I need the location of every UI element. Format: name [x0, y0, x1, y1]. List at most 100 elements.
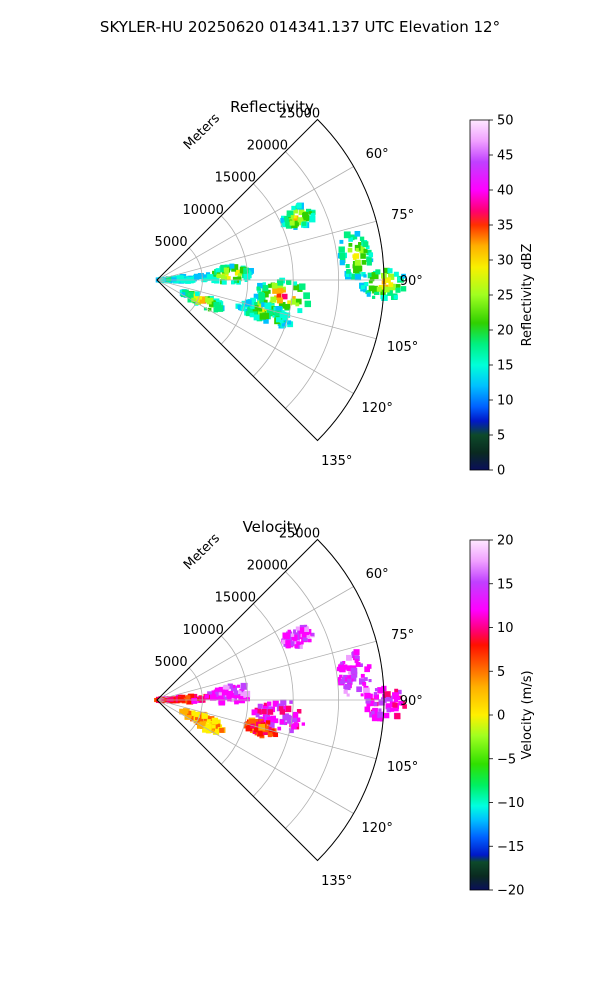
- echo-pixel: [275, 283, 282, 290]
- echo-pixel: [254, 707, 262, 715]
- echo-pixel: [268, 728, 275, 735]
- echo-pixel: [347, 675, 351, 679]
- echo-pixel: [358, 242, 362, 246]
- colorbar-tick-label: 25: [497, 289, 514, 304]
- echo-pixel: [226, 690, 234, 698]
- echo-pixel: [210, 729, 215, 733]
- echo-pixel: [286, 643, 291, 649]
- echo-pixel: [216, 273, 222, 279]
- echo-pixel: [281, 322, 287, 327]
- echo-pixel: [245, 310, 252, 317]
- echo-pixel: [285, 222, 290, 227]
- echo-pixel: [206, 297, 214, 305]
- echo-pixel: [364, 282, 369, 287]
- echo-pixel: [234, 699, 239, 705]
- colorbar-tick-label: 10: [497, 394, 514, 409]
- echo-pixel: [282, 286, 286, 290]
- echo-pixel: [343, 689, 348, 694]
- echo-pixel: [223, 267, 229, 273]
- echo-pixel: [187, 710, 192, 716]
- echo-pixel: [201, 712, 208, 719]
- echo-pixel: [303, 292, 310, 300]
- echo-pixel: [270, 296, 277, 303]
- echo-pixel: [261, 708, 267, 715]
- echo-pixel: [394, 713, 401, 720]
- echo-pixel: [258, 728, 265, 735]
- echo-pixel: [286, 280, 292, 285]
- echo-pixel: [277, 726, 282, 731]
- colorbar-tick-label: −10: [497, 796, 524, 811]
- echo-pixel: [293, 209, 298, 214]
- echo-pixel: [383, 712, 390, 719]
- radial-axis-label: Meters: [181, 531, 223, 573]
- echo-pixel: [303, 214, 310, 221]
- echo-pixel: [281, 288, 286, 293]
- echo-pixel: [197, 718, 204, 724]
- echo-pixel: [360, 673, 365, 678]
- echo-pixel: [296, 641, 300, 645]
- echo-pixel: [351, 671, 358, 678]
- angle-tick-label: 90°: [400, 694, 423, 709]
- echo-pixel: [289, 641, 295, 647]
- echo-pixel: [285, 714, 291, 721]
- echo-pixel: [402, 704, 407, 709]
- echo-pixel: [268, 721, 275, 728]
- echo-pixel: [311, 632, 315, 637]
- echo-pixel: [260, 720, 264, 724]
- echo-pixel: [281, 218, 286, 222]
- echo-pixel: [211, 717, 219, 725]
- echo-pixel: [401, 273, 406, 279]
- echo-pixel: [230, 685, 238, 692]
- echo-pixel: [267, 709, 274, 715]
- echo-pixel: [276, 279, 284, 286]
- echo-pixel: [347, 678, 352, 683]
- echo-pixel: [362, 241, 369, 248]
- angle-tick-label: 105°: [387, 760, 418, 775]
- echo-pixel: [258, 307, 263, 312]
- echo-pixel: [373, 692, 378, 696]
- echo-pixel: [348, 237, 353, 242]
- colorbar-tick-label: 0: [497, 709, 505, 724]
- echo-pixel: [240, 698, 245, 704]
- angle-tick-label: 120°: [362, 401, 393, 416]
- colorbar-tick-label: −20: [497, 884, 524, 899]
- echo-pixel: [339, 239, 344, 244]
- echo-cell: [336, 649, 372, 697]
- echo-pixel: [243, 267, 249, 274]
- echo-pixel: [257, 703, 263, 709]
- echo-pixel: [292, 296, 296, 300]
- azimuth-spoke: [156, 220, 377, 281]
- echo-pixel: [354, 230, 361, 237]
- echo-pixel: [353, 649, 360, 656]
- echo-pixel: [275, 306, 282, 313]
- radial-tick-label: 25000: [279, 106, 320, 121]
- colorbar-tick-label: 15: [497, 359, 514, 374]
- echo-pixel: [213, 298, 220, 305]
- echo-pixel: [346, 665, 353, 672]
- echo-pixel: [355, 662, 361, 667]
- colorbar-tick-label: 30: [497, 254, 514, 269]
- echo-pixel: [249, 309, 253, 313]
- echo-pixel: [206, 719, 211, 724]
- echo-pixel: [207, 691, 213, 697]
- echo-pixel: [227, 683, 233, 689]
- echo-pixel: [245, 724, 253, 732]
- echo-pixel: [284, 705, 292, 713]
- echo-pixel: [203, 717, 209, 723]
- echo-pixel: [279, 709, 286, 715]
- echo-pixel: [240, 682, 248, 690]
- echo-pixel: [234, 269, 241, 276]
- echo-pixel: [359, 236, 365, 241]
- radial-tick-label: 10000: [183, 623, 224, 638]
- echo-pixel: [367, 289, 372, 294]
- echo-pixel: [364, 692, 371, 700]
- colorbar-tick-label: 20: [497, 324, 514, 339]
- echo-pixel: [295, 298, 302, 305]
- echo-pixel: [233, 692, 239, 699]
- echo-pixel: [390, 707, 395, 712]
- echo-pixel: [381, 294, 388, 301]
- echo-pixel: [347, 247, 353, 253]
- echo-pixel: [350, 667, 358, 675]
- echo-pixel: [220, 274, 226, 279]
- polar-grid: [156, 539, 385, 861]
